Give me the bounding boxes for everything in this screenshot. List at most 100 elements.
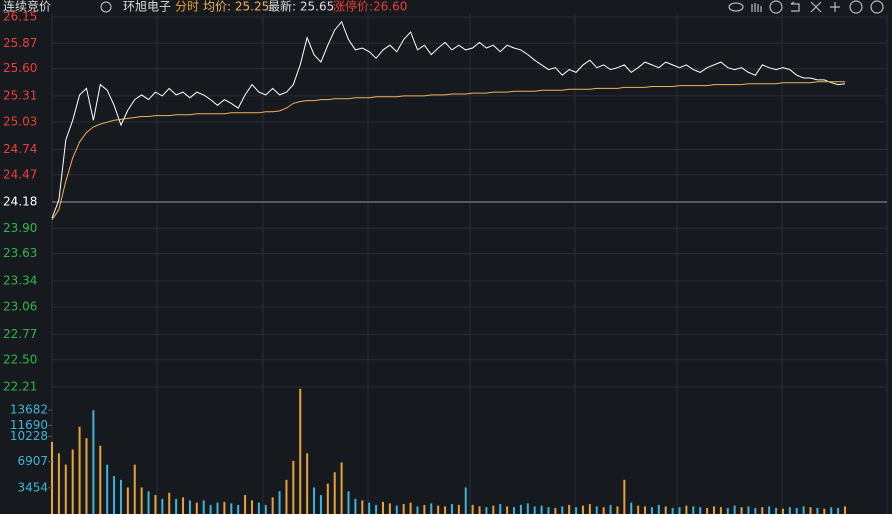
volume-bar	[623, 479, 626, 514]
volume-bar	[775, 507, 778, 514]
volume-bar	[450, 504, 453, 514]
volume-bar	[519, 504, 522, 514]
volume-bar	[844, 506, 846, 514]
volume-bar	[802, 506, 805, 514]
volume-bar	[430, 503, 433, 514]
volume-bar	[471, 504, 474, 514]
y-tick-label: 26.15	[3, 10, 37, 24]
volume-bar	[637, 505, 640, 514]
volume-bar	[133, 464, 136, 514]
y-tick-label: 25.87	[3, 36, 37, 50]
status: 连续竞价	[3, 0, 51, 14]
cross-icon[interactable]	[830, 2, 840, 12]
volume-bar	[140, 487, 143, 514]
volume-bar	[99, 445, 102, 514]
volume-bar	[547, 507, 550, 514]
volume-bar	[492, 505, 495, 514]
volume-bar	[257, 502, 260, 514]
volume-bar	[113, 476, 116, 514]
volume-bar	[554, 507, 557, 514]
volume-bar	[588, 504, 591, 514]
play-icon[interactable]	[769, 0, 783, 14]
price-line	[51, 81, 845, 221]
volume-bar	[402, 504, 405, 514]
y-tick-label: 24.18	[3, 195, 37, 209]
volume-bar	[306, 453, 309, 514]
volume-bar	[699, 507, 702, 514]
volume-bar	[175, 498, 178, 514]
y-tick-label: 13682	[10, 403, 48, 417]
volume-bar	[644, 506, 647, 514]
volume-bar	[795, 507, 798, 514]
volume-bar	[823, 508, 826, 514]
volume-bar	[216, 502, 219, 514]
volume-bar	[664, 506, 667, 514]
y-tick-label: 24.74	[3, 142, 37, 156]
volume-bar	[264, 504, 267, 514]
stock-name: 环旭电子	[123, 0, 171, 14]
volume-bar	[340, 462, 343, 514]
volume-bar	[485, 507, 488, 514]
volume-bar	[188, 500, 191, 514]
volume-bar	[285, 479, 288, 514]
volume-bar	[168, 492, 171, 514]
volume-bar	[768, 506, 771, 514]
volume-bar	[685, 505, 688, 514]
y-tick-label: 23.90	[3, 221, 37, 235]
volume-bar	[57, 453, 60, 514]
volume-bar	[478, 506, 481, 514]
volume-bar	[575, 507, 578, 514]
volume-bar	[533, 506, 536, 514]
info-icon[interactable]	[100, 1, 112, 13]
volume-bar	[712, 506, 715, 514]
volume-bar	[657, 504, 660, 514]
volume-bar	[761, 507, 764, 514]
volume-bar	[630, 502, 633, 514]
volume-bar	[692, 506, 695, 514]
y-tick-label: 24.47	[3, 167, 37, 181]
y-tick-label: 3454	[17, 480, 48, 494]
volume-bar	[126, 487, 129, 514]
volume-bar	[368, 502, 371, 514]
volume-bar	[202, 500, 205, 514]
volume-bar	[726, 507, 729, 514]
volume-bar	[809, 507, 812, 514]
cut-icon[interactable]	[810, 1, 822, 13]
y-tick-label: 25.60	[3, 61, 37, 75]
volume-bar	[678, 507, 681, 514]
volume-bar	[561, 506, 564, 514]
volume-bar	[347, 491, 350, 514]
volume-bar	[244, 495, 247, 514]
volume-bar	[361, 500, 364, 514]
mode[interactable]: 分时	[175, 0, 199, 14]
volume-bar	[837, 507, 840, 514]
y-tick-label: 25.03	[3, 115, 37, 129]
y-tick-label: 10228	[10, 429, 48, 443]
volume-bar	[781, 508, 784, 514]
volume-bar	[292, 460, 295, 514]
volume-bar	[223, 501, 226, 514]
eye-icon[interactable]	[728, 2, 744, 12]
undo-icon[interactable]	[790, 1, 800, 12]
zoom-in-icon[interactable]	[849, 0, 863, 14]
volume-bar	[161, 498, 164, 514]
volume-bar	[416, 506, 419, 514]
hand-icon[interactable]	[751, 3, 762, 12]
volume-bar	[602, 507, 605, 514]
volume-bar	[650, 507, 653, 514]
volume-bar	[733, 505, 736, 514]
zoom-out-icon[interactable]	[870, 0, 884, 14]
volume-bar	[423, 504, 426, 514]
y-tick-label: 22.21	[3, 380, 37, 394]
price-line	[51, 20, 846, 219]
volume-bar	[568, 504, 571, 514]
volume-bar	[609, 504, 612, 514]
volume-bar	[437, 505, 440, 514]
volume-bar	[195, 502, 198, 514]
volume-bar	[154, 495, 157, 514]
volume-bar	[278, 491, 281, 514]
volume-bar	[740, 507, 743, 514]
header: 连续竞价 环旭电子 分时 均价: 25.25 最新: 25.65 涨停价:26.…	[3, 0, 884, 14]
